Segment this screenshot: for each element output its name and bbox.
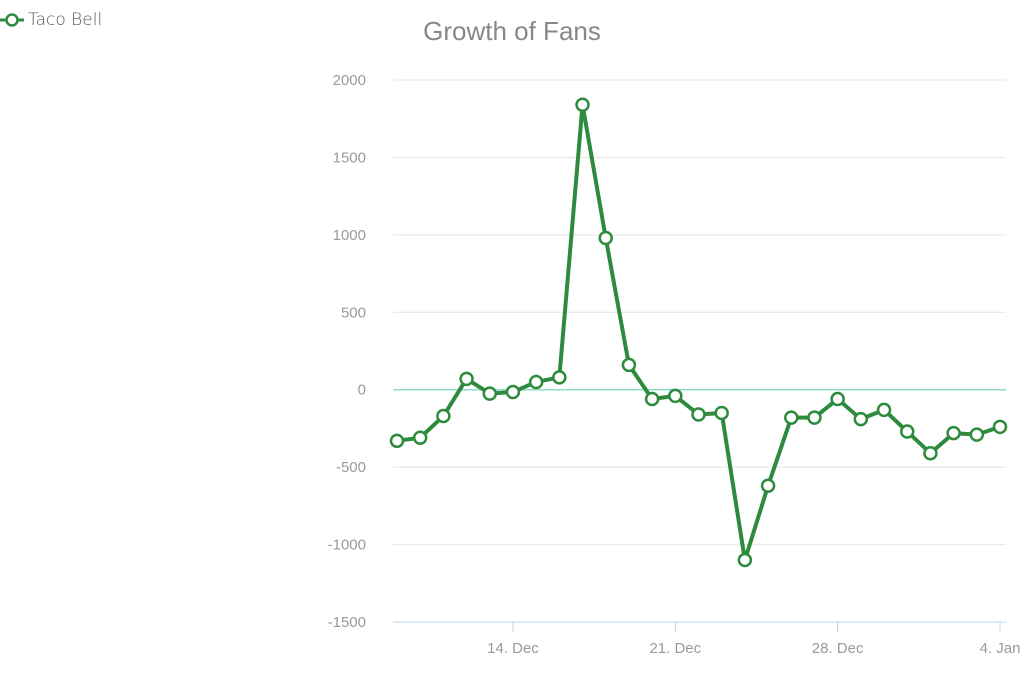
data-point xyxy=(784,410,799,425)
x-tick-label: 14. Dec xyxy=(487,640,539,657)
data-point xyxy=(830,391,845,407)
data-point xyxy=(412,430,428,445)
data-point xyxy=(505,384,521,400)
data-point xyxy=(853,411,869,427)
data-point xyxy=(668,388,683,404)
series-line xyxy=(395,102,1002,563)
data-point xyxy=(946,425,961,441)
gridlines xyxy=(393,79,1006,623)
data-point xyxy=(969,427,985,442)
data-point xyxy=(644,391,660,407)
data-point xyxy=(714,405,729,421)
data-point xyxy=(992,419,1008,435)
legend-series-marker-icon xyxy=(0,13,24,27)
data-point xyxy=(552,370,567,385)
chart-title: Growth of Fans xyxy=(423,16,601,46)
y-tick-label: 1500 xyxy=(333,149,366,166)
data-point xyxy=(923,445,938,461)
legend-series-label: Taco Bell xyxy=(28,10,103,30)
y-tick-label: 0 xyxy=(358,382,366,399)
data-point xyxy=(760,478,776,493)
data-point xyxy=(575,97,590,113)
data-point xyxy=(899,424,915,439)
data-point xyxy=(691,407,706,422)
data-point xyxy=(436,408,451,424)
data-point xyxy=(389,433,405,449)
data-point xyxy=(528,374,544,390)
data-point xyxy=(807,410,822,425)
x-tick-label: 4. Jan xyxy=(980,640,1021,657)
x-tick-label: 21. Dec xyxy=(649,640,701,657)
data-point xyxy=(598,230,613,246)
y-tick-label: -1000 xyxy=(328,537,366,554)
x-axis: 14. Dec 21. Dec 28. Dec 4. Jan xyxy=(487,622,1020,657)
data-point xyxy=(737,552,753,568)
data-point xyxy=(459,371,474,387)
legend[interactable]: Taco Bell xyxy=(0,10,102,30)
y-axis: 2000 1500 1000 500 0 -500 -1000 -1500 xyxy=(328,72,366,631)
y-tick-label: 1000 xyxy=(333,227,366,244)
y-tick-label: 500 xyxy=(341,304,366,321)
data-point xyxy=(876,402,892,418)
data-point xyxy=(621,357,637,373)
x-tick-label: 28. Dec xyxy=(812,640,864,657)
series-taco-bell xyxy=(389,97,1008,568)
y-tick-label: 2000 xyxy=(333,72,366,89)
y-tick-label: -500 xyxy=(336,459,366,476)
y-tick-label: -1500 xyxy=(328,614,366,631)
data-point xyxy=(482,386,498,401)
